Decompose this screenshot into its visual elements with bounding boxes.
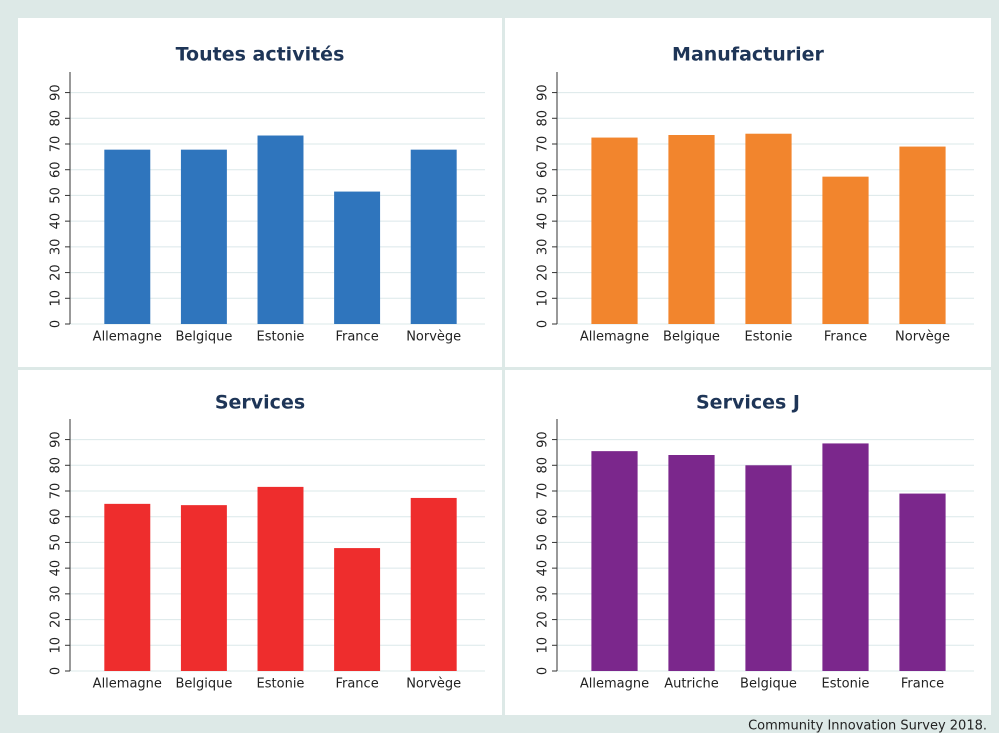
y-tick-label: 20: [49, 264, 64, 281]
y-tick-label: 60: [536, 508, 551, 525]
y-tick-label: 20: [49, 611, 64, 628]
y-tick-label: 10: [49, 290, 64, 307]
y-tick-label: 80: [49, 457, 64, 474]
x-tick-label: Allemagne: [93, 677, 162, 692]
x-tick-label: Belgique: [175, 677, 232, 692]
y-tick-label: 90: [536, 431, 551, 448]
bar: [668, 135, 715, 324]
bar: [745, 133, 792, 324]
x-tick-label: Belgique: [740, 677, 797, 692]
bar: [899, 146, 946, 324]
bar: [180, 505, 227, 671]
x-tick-label: Estonie: [745, 330, 793, 345]
y-tick-label: 60: [49, 161, 64, 178]
bar: [334, 191, 381, 324]
x-tick-label: Norvège: [895, 330, 950, 345]
y-tick-label: 90: [49, 84, 64, 101]
bar: [104, 149, 151, 324]
y-tick-label: 90: [536, 84, 551, 101]
bar: [257, 486, 304, 671]
y-tick-label: 0: [49, 667, 64, 675]
y-tick-label: 40: [49, 560, 64, 577]
x-tick-label: Norvège: [406, 330, 461, 345]
x-tick-label: Autriche: [664, 677, 719, 692]
caption: Community Innovation Survey 2018.: [748, 719, 987, 733]
x-tick-label: Allemagne: [93, 330, 162, 345]
y-tick-label: 40: [536, 560, 551, 577]
y-tick-label: 30: [536, 239, 551, 256]
x-tick-label: France: [901, 677, 944, 692]
x-tick-label: France: [335, 330, 378, 345]
x-tick-label: Allemagne: [580, 677, 649, 692]
x-tick-label: Estonie: [257, 677, 305, 692]
y-tick-label: 50: [49, 534, 64, 551]
y-tick-label: 20: [536, 264, 551, 281]
y-tick-label: 40: [49, 213, 64, 230]
y-tick-label: 10: [536, 637, 551, 654]
y-tick-label: 50: [49, 187, 64, 204]
bar: [591, 137, 638, 324]
chart-title: Services: [215, 392, 305, 414]
y-tick-label: 90: [49, 431, 64, 448]
y-tick-label: 60: [536, 161, 551, 178]
y-tick-label: 80: [536, 457, 551, 474]
chart-title: Services J: [696, 392, 800, 414]
bar: [822, 176, 869, 324]
y-tick-label: 0: [49, 320, 64, 328]
y-tick-label: 30: [536, 586, 551, 603]
y-tick-label: 60: [49, 508, 64, 525]
x-tick-label: Belgique: [663, 330, 720, 345]
y-tick-label: 0: [536, 667, 551, 675]
bar: [410, 149, 457, 324]
y-tick-label: 50: [536, 534, 551, 551]
bar: [822, 443, 869, 671]
x-tick-label: France: [824, 330, 867, 345]
y-tick-label: 80: [49, 110, 64, 127]
y-tick-label: 40: [536, 213, 551, 230]
x-tick-label: France: [335, 677, 378, 692]
y-tick-label: 30: [49, 586, 64, 603]
x-tick-label: Norvège: [406, 677, 461, 692]
y-tick-label: 0: [536, 320, 551, 328]
y-tick-label: 20: [536, 611, 551, 628]
y-tick-label: 10: [536, 290, 551, 307]
y-tick-label: 70: [49, 483, 64, 500]
x-tick-label: Estonie: [257, 330, 305, 345]
y-tick-label: 70: [536, 483, 551, 500]
y-tick-label: 80: [536, 110, 551, 127]
bar: [104, 503, 151, 671]
chart-title: Toutes activités: [176, 44, 345, 66]
bar: [591, 451, 638, 671]
x-tick-label: Allemagne: [580, 330, 649, 345]
y-tick-label: 10: [49, 637, 64, 654]
bar: [257, 135, 304, 324]
y-tick-label: 70: [49, 136, 64, 153]
bar: [745, 465, 792, 671]
x-tick-label: Belgique: [175, 330, 232, 345]
bar: [410, 497, 457, 671]
y-tick-label: 30: [49, 239, 64, 256]
y-tick-label: 50: [536, 187, 551, 204]
bar: [899, 493, 946, 671]
y-tick-label: 70: [536, 136, 551, 153]
x-tick-label: Estonie: [822, 677, 870, 692]
bar: [180, 149, 227, 324]
bar: [668, 455, 715, 671]
bar: [334, 548, 381, 671]
chart-title: Manufacturier: [672, 44, 825, 66]
